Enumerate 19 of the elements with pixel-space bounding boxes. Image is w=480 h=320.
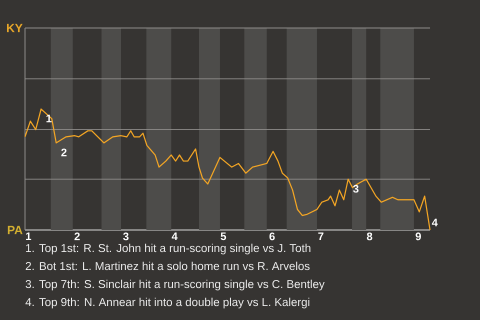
x-tick-label: 4 bbox=[172, 232, 178, 240]
x-tick-label: 9 bbox=[416, 232, 421, 240]
x-tick-label: 8 bbox=[366, 232, 372, 240]
text: 3. Top 7th: S. Sinclair hit a run-scoring single vs C. Bentley bbox=[26, 280, 325, 290]
x-tick-label: 1 bbox=[26, 232, 32, 240]
x-tick-label: 2 bbox=[74, 232, 80, 240]
x-tick-label: 5 bbox=[220, 232, 226, 240]
annotation: 4 bbox=[432, 218, 438, 226]
text: 4. Top 9th: N. Annear hit into a double play vs L. Kalergi bbox=[25, 298, 310, 308]
text: 1. Top 1st: R. St. John hit a run-scoring single vs J. Toth bbox=[26, 244, 310, 254]
annotation: 1 bbox=[46, 114, 52, 122]
ref-line-label: KY bbox=[6, 24, 23, 32]
text: 2. Bot 1st: L. Martinez hit a solo home run vs R. Arvelos bbox=[26, 262, 310, 270]
x-tick-label: 6 bbox=[269, 232, 275, 240]
annotation: 2 bbox=[61, 148, 67, 156]
x-tick-label: 3 bbox=[123, 232, 129, 240]
annotation: 3 bbox=[353, 184, 359, 193]
text: PA bbox=[8, 226, 22, 234]
x-tick-label: 7 bbox=[318, 232, 324, 240]
